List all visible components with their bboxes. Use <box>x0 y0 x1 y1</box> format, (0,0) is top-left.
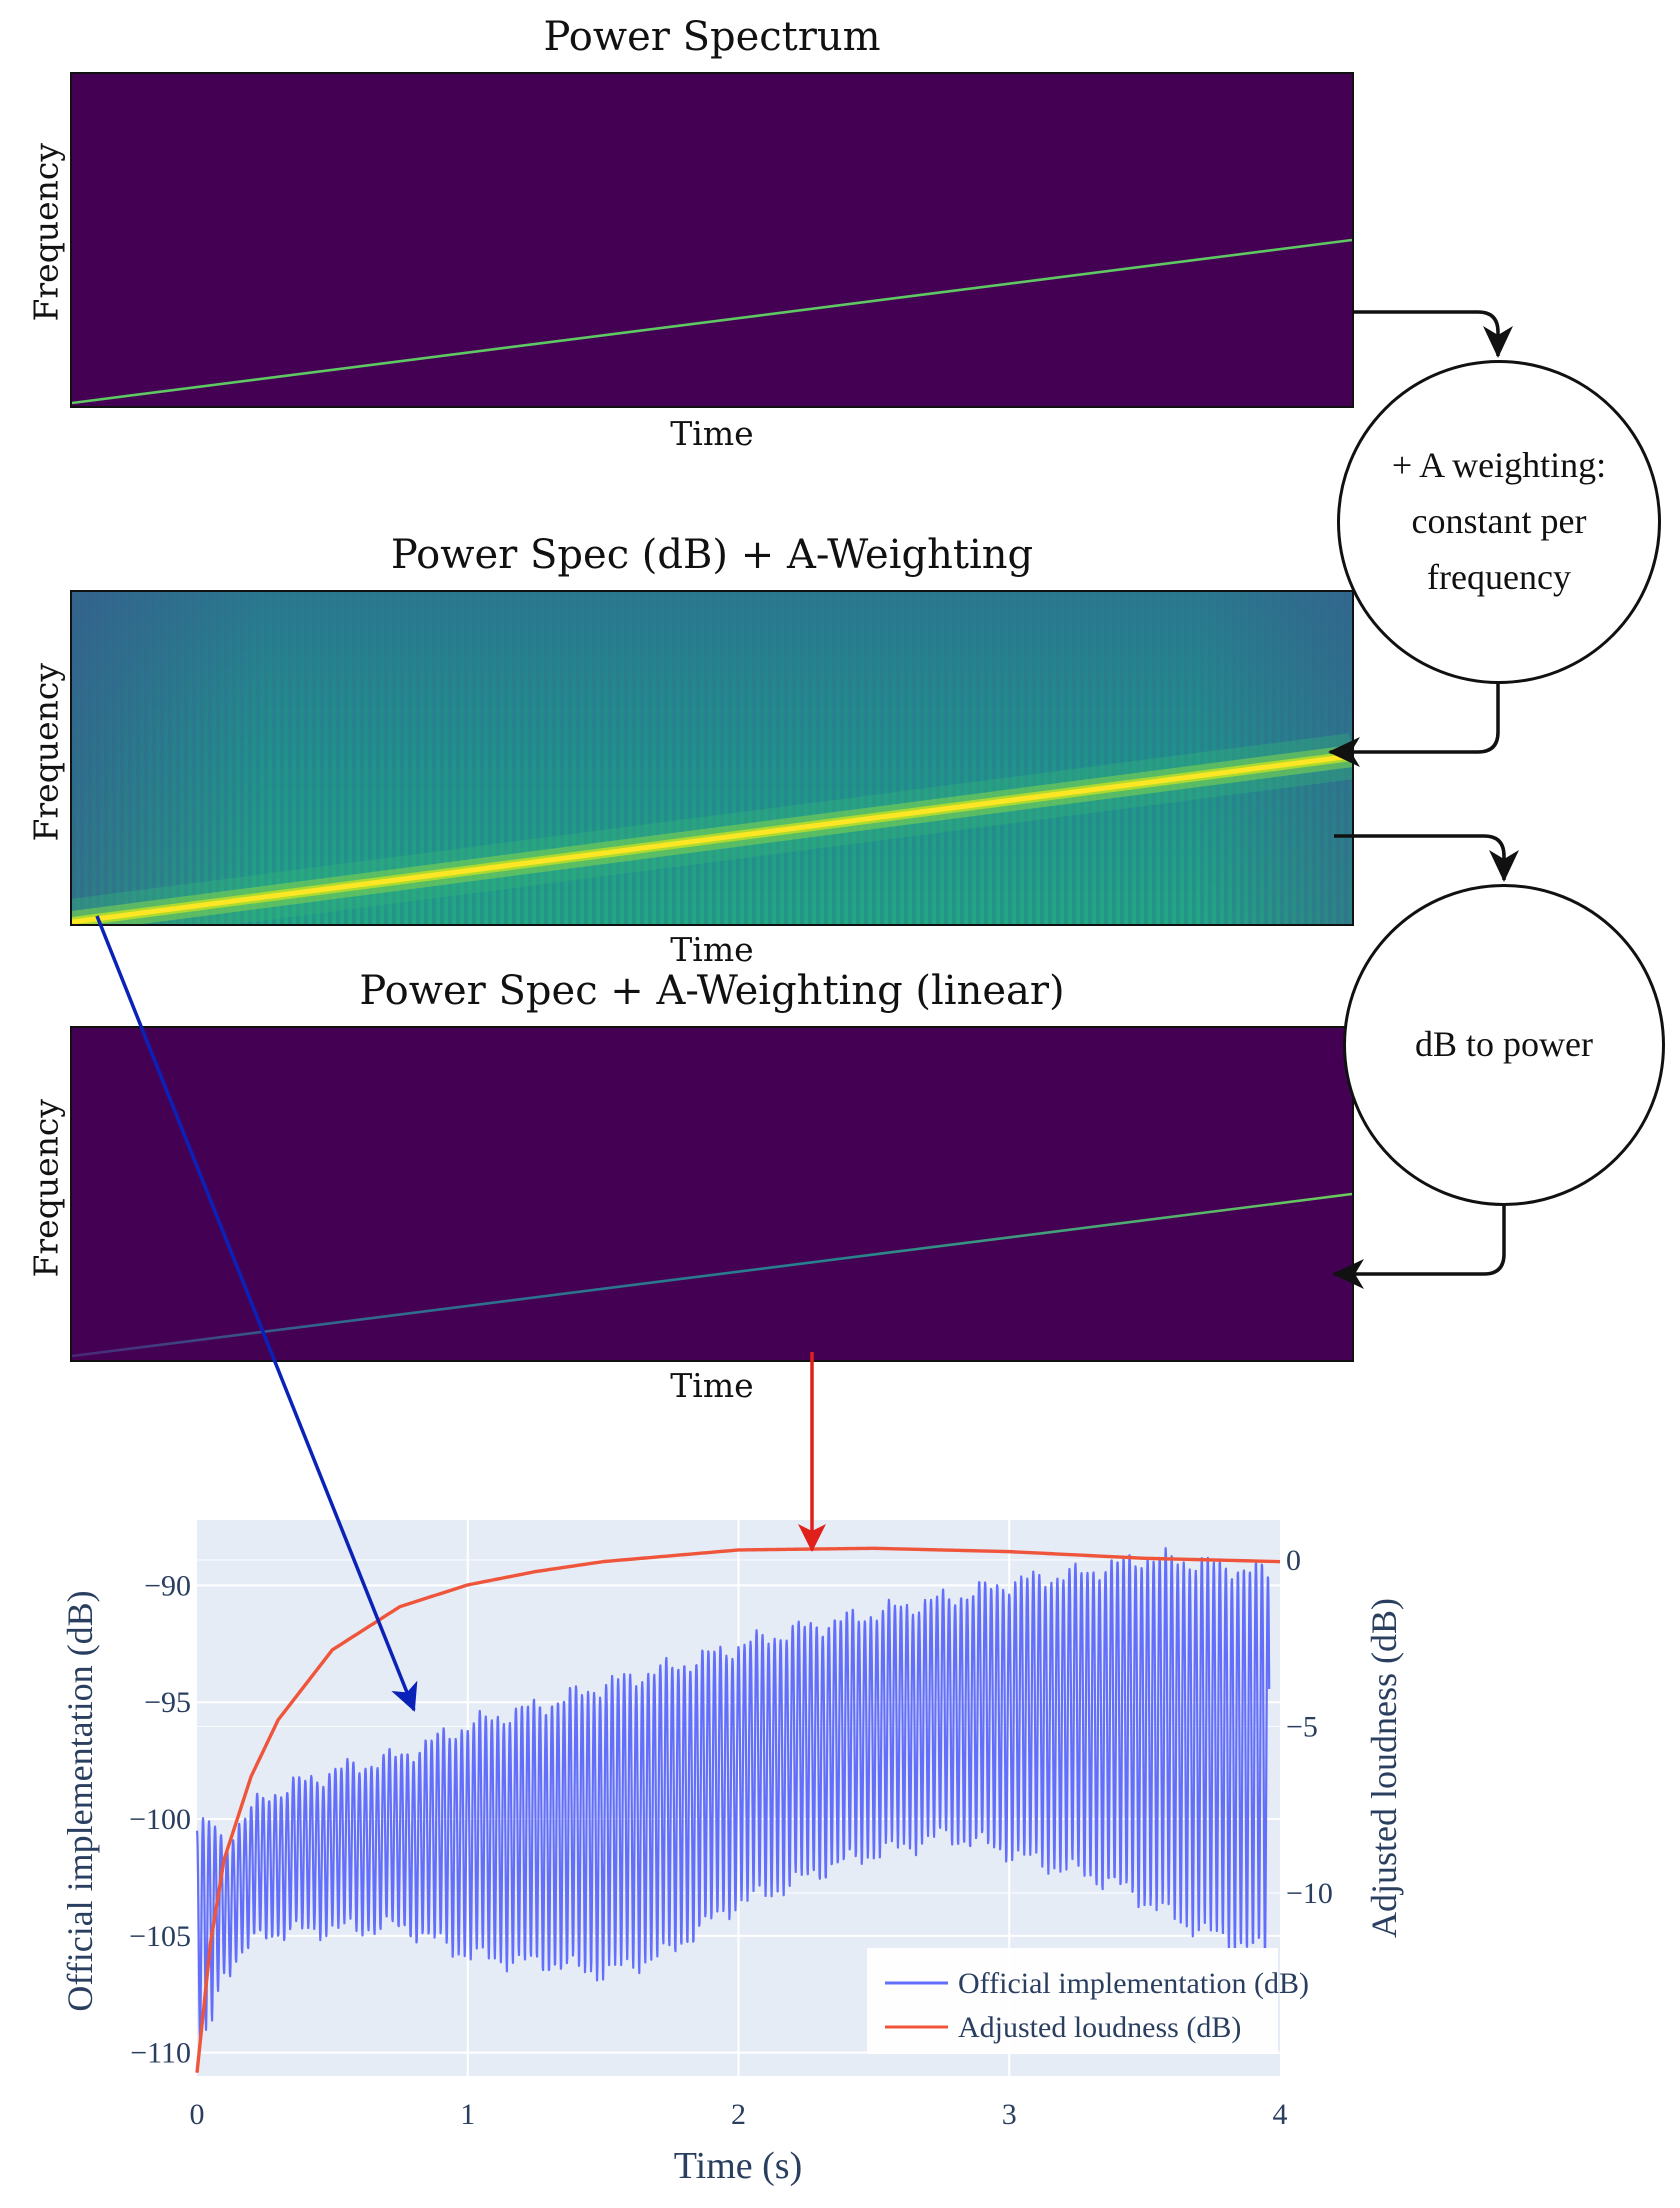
panel-2-spectrogram <box>70 590 1354 926</box>
step-circle-a-weighting: + A weighting: constant per frequency <box>1337 360 1661 684</box>
step-1-line-2: constant per <box>1411 501 1587 542</box>
x-axis-title: Time (s) <box>674 2145 802 2187</box>
x-tick-label: 0 <box>190 2098 205 2131</box>
arrow-panel1-to-step1 <box>1354 310 1513 358</box>
panel-3-chirp-line <box>72 1192 1352 1358</box>
arrow-step2-to-panel3 <box>1332 1206 1506 1289</box>
legend-label-adjusted: Adjusted loudness (dB) <box>958 2011 1241 2044</box>
step-1-line-3: frequency <box>1427 556 1571 597</box>
y-right-tick-label: −10 <box>1286 1877 1333 1910</box>
y-left-tick-label: −90 <box>144 1569 191 1602</box>
panel-3-spectrogram <box>70 1026 1354 1362</box>
y-left-tick-label: −110 <box>130 2037 191 2070</box>
step-circle-db-to-power: dB to power <box>1343 884 1665 1206</box>
panel-2-xlabel: Time <box>670 930 754 969</box>
legend: Official implementation (dB) Adjusted lo… <box>867 1948 1309 2054</box>
tick-labels: 0 1 2 3 4 −90 −95 −100 −105 −110 0 −5 −10 <box>129 1544 1333 2131</box>
y-left-tick-label: −95 <box>144 1686 191 1719</box>
panel-2-title: Power Spec (dB) + A-Weighting <box>390 532 1034 578</box>
arrow-blue-to-official-trace <box>95 915 418 1712</box>
y-left-tick-label: −100 <box>129 1803 191 1836</box>
panel-1-xlabel: Time <box>670 414 754 453</box>
x-tick-label: 4 <box>1273 2098 1288 2131</box>
panel-3-xlabel: Time <box>670 1366 754 1405</box>
y-right-tick-label: −5 <box>1286 1710 1318 1743</box>
y-axis-right-title: Adjusted loudness (dB) <box>1364 1598 1404 1938</box>
x-tick-label: 2 <box>731 2098 746 2131</box>
step-1-line-1: + A weighting: <box>1391 445 1607 486</box>
loudness-chart: 0 1 2 3 4 −90 −95 −100 −105 −110 0 −5 −10 Time (s) O… <box>60 1520 1404 2187</box>
x-tick-label: 1 <box>460 2098 475 2131</box>
panel-1-background <box>72 74 1352 406</box>
official-implementation-trace <box>195 1547 1271 2042</box>
y-right-tick-label: 0 <box>1286 1544 1301 1577</box>
x-tick-label: 3 <box>1002 2098 1017 2131</box>
legend-box <box>867 1948 1278 2054</box>
step-2-line-1: dB to power <box>1415 1024 1593 1065</box>
arrow-step1-to-panel2 <box>1328 684 1500 767</box>
panel-1-spectrogram <box>70 72 1354 408</box>
panel-1-title: Power Spectrum <box>543 14 881 60</box>
arrow-panel2-to-step2 <box>1334 834 1519 882</box>
legend-label-official: Official implementation (dB) <box>958 1967 1309 2000</box>
panel-3-title: Power Spec + A-Weighting (linear) <box>359 968 1065 1014</box>
y-axis-left-title: Official implementation (dB) <box>60 1590 100 2011</box>
panel-2-chirp-line <box>72 753 1352 924</box>
y-left-tick-label: −105 <box>129 1920 191 1953</box>
panel-1-chirp-line <box>72 238 1352 405</box>
